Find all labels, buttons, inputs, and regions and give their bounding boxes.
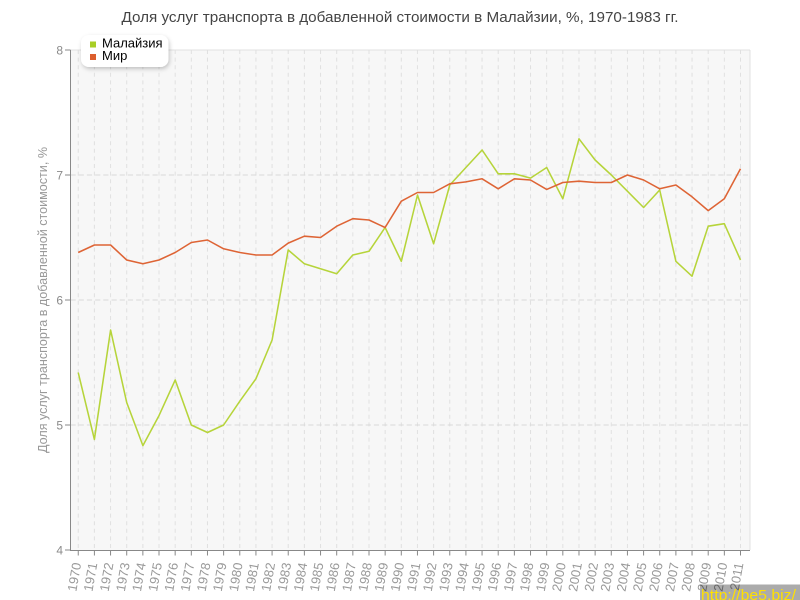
- svg-text:1990: 1990: [387, 561, 407, 592]
- svg-text:1992: 1992: [420, 561, 440, 592]
- svg-text:1998: 1998: [517, 561, 537, 592]
- svg-text:1991: 1991: [404, 561, 424, 592]
- svg-text:1970: 1970: [64, 561, 84, 592]
- svg-text:2007: 2007: [662, 561, 682, 592]
- svg-text:1973: 1973: [113, 561, 133, 592]
- svg-text:1972: 1972: [97, 561, 117, 592]
- svg-text:6: 6: [56, 294, 63, 308]
- svg-text:1983: 1983: [274, 561, 294, 592]
- svg-text:1989: 1989: [371, 561, 391, 592]
- svg-text:1981: 1981: [242, 561, 262, 592]
- svg-text:1993: 1993: [436, 561, 456, 592]
- svg-text:http://be5.biz/: http://be5.biz/: [701, 588, 797, 600]
- svg-text:Доля услуг транспорта в добавл: Доля услуг транспорта в добавленной стои…: [122, 9, 679, 26]
- svg-text:2005: 2005: [630, 561, 650, 592]
- svg-text:1994: 1994: [452, 561, 472, 592]
- svg-text:1975: 1975: [145, 561, 165, 592]
- svg-text:2011: 2011: [727, 561, 747, 591]
- svg-text:1977: 1977: [177, 561, 197, 592]
- svg-text:2002: 2002: [581, 561, 601, 592]
- svg-text:Малайзия: Малайзия: [102, 36, 163, 51]
- svg-text:1997: 1997: [501, 561, 521, 592]
- svg-text:7: 7: [56, 169, 63, 183]
- svg-text:1995: 1995: [468, 561, 488, 592]
- svg-text:2008: 2008: [678, 561, 698, 592]
- svg-text:1986: 1986: [323, 561, 343, 592]
- svg-text:1979: 1979: [210, 561, 230, 592]
- svg-text:1974: 1974: [129, 561, 149, 592]
- svg-text:1999: 1999: [533, 561, 553, 592]
- svg-text:1978: 1978: [194, 561, 214, 592]
- svg-text:2000: 2000: [549, 561, 569, 592]
- svg-text:2001: 2001: [565, 561, 585, 592]
- svg-text:1987: 1987: [339, 561, 359, 592]
- svg-text:2004: 2004: [614, 561, 634, 592]
- svg-text:5: 5: [56, 419, 63, 433]
- svg-text:Мир: Мир: [102, 48, 127, 63]
- svg-text:4: 4: [56, 544, 63, 558]
- svg-text:2006: 2006: [646, 561, 666, 592]
- svg-text:1971: 1971: [81, 561, 101, 592]
- svg-text:1976: 1976: [161, 561, 181, 592]
- svg-text:1985: 1985: [307, 561, 327, 592]
- svg-text:2003: 2003: [597, 561, 617, 592]
- svg-text:8: 8: [56, 44, 63, 58]
- svg-text:1984: 1984: [291, 561, 311, 592]
- svg-text:Доля услуг транспорта в добавл: Доля услуг транспорта в добавленной стои…: [35, 147, 50, 453]
- svg-text:1996: 1996: [484, 561, 504, 592]
- svg-text:1980: 1980: [226, 561, 246, 592]
- svg-text:1982: 1982: [258, 561, 278, 592]
- svg-text:1988: 1988: [355, 561, 375, 592]
